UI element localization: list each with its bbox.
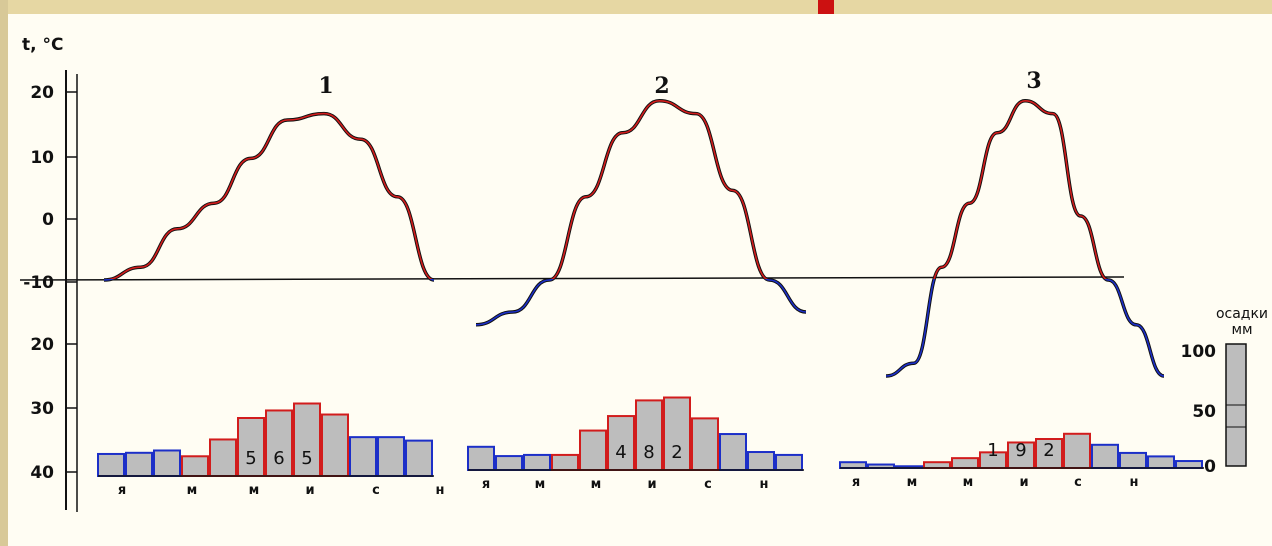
- panel-3-title: 3: [1026, 68, 1041, 94]
- precip-bar: [579, 429, 607, 471]
- month-label: и: [305, 483, 314, 498]
- precip-bar: [153, 449, 181, 478]
- annual-precip-digit: 2: [671, 442, 682, 463]
- precip-scale-unit: мм: [1231, 322, 1252, 338]
- precip-bars-3: [839, 432, 1204, 470]
- month-label: м: [591, 477, 602, 492]
- precip-bar: [495, 455, 523, 471]
- month-label: н: [436, 483, 445, 498]
- panel-2: 4 8 2 я м м и с н: [467, 99, 807, 492]
- month-label: я: [118, 483, 126, 498]
- annual-precip-digit: 9: [1015, 440, 1026, 461]
- precip-bar: [349, 436, 377, 478]
- precip-tick-50: 50: [1192, 402, 1216, 422]
- precip-bar: [237, 417, 265, 477]
- precip-bars-1: [97, 402, 434, 478]
- precip-bar: [377, 436, 405, 478]
- month-label: я: [852, 475, 860, 490]
- precip-bar: [97, 452, 125, 477]
- y-axis: t, °C 20 10 0 -10 20 30 40: [22, 35, 78, 512]
- temperature-curve-cold: [475, 279, 807, 326]
- precip-bar: [747, 451, 775, 471]
- month-label: м: [907, 475, 918, 490]
- precip-bar: [775, 453, 803, 472]
- precip-bar: [691, 417, 719, 472]
- precip-bar: [523, 453, 551, 472]
- panels: 5 6 5я м м и с н4 8 2я м м и с н1 9 2я м м и с н: [97, 99, 1204, 498]
- precip-bar: [405, 439, 433, 477]
- panel-3: 1 9 2 я м м и с н: [839, 99, 1204, 490]
- month-label: м: [535, 477, 546, 492]
- month-label: м: [187, 483, 198, 498]
- annual-precip-digit: 2: [1043, 440, 1054, 461]
- precip-bar: [951, 457, 979, 470]
- precip-bar: [1147, 455, 1175, 469]
- precip-bar: [635, 399, 663, 471]
- y-tick-label: 40: [30, 463, 54, 483]
- annual-precip-digit: 8: [643, 442, 654, 463]
- precip-scale: осадки мм 100 50 0: [1181, 306, 1269, 477]
- month-label: м: [963, 475, 974, 490]
- temperature-curve-3: [885, 99, 1165, 378]
- precip-bar: [1119, 451, 1147, 470]
- temperature-curve-2: [475, 99, 807, 327]
- precip-bar: [293, 402, 321, 477]
- precip-bar: [1175, 460, 1203, 470]
- panel-2-title: 2: [654, 73, 669, 99]
- panel-1-title: 1: [318, 73, 333, 99]
- month-label: и: [647, 477, 656, 492]
- annual-precip-digit: 6: [273, 448, 284, 469]
- temperature-curve-warm: [933, 99, 1109, 279]
- precip-tick-0: 0: [1204, 457, 1216, 477]
- y-tick-label: 0: [42, 210, 54, 230]
- annual-precip-digit: 4: [615, 442, 626, 463]
- annual-precip-digit: 5: [301, 448, 312, 469]
- precip-scale-title: осадки: [1216, 306, 1268, 322]
- annual-precip-digit: 1: [987, 440, 998, 461]
- precip-bars-2: [467, 396, 804, 472]
- y-axis-ticks: 20 10 0 -10 20 30 40: [23, 83, 77, 483]
- y-tick-label: 10: [30, 148, 54, 168]
- left-border: [0, 0, 8, 546]
- temperature-curve-cold: [885, 279, 1165, 377]
- precip-bar: [209, 438, 237, 477]
- month-label: м: [249, 483, 260, 498]
- y-tick-label: -10: [23, 273, 54, 293]
- precip-bar: [719, 433, 747, 472]
- month-label: н: [1130, 475, 1139, 490]
- annual-precip-digit: 5: [245, 448, 256, 469]
- precip-bar: [467, 445, 495, 471]
- temperature-curve-warm: [106, 112, 434, 279]
- red-marker: [818, 0, 834, 14]
- y-tick-label: 30: [30, 399, 54, 419]
- precip-bar: [551, 453, 579, 472]
- precip-bar: [839, 461, 867, 470]
- precip-bar: [125, 451, 153, 477]
- minus-ten-line: [19, 276, 1125, 281]
- month-label: н: [760, 477, 769, 492]
- precip-bar: [1091, 443, 1119, 469]
- precip-bar: [923, 461, 951, 470]
- y-tick-label: 20: [30, 335, 54, 355]
- precip-bar: [181, 455, 209, 477]
- month-label: я: [482, 477, 490, 492]
- month-label: с: [372, 483, 380, 498]
- precip-tick-100: 100: [1181, 342, 1217, 362]
- panel-1: 5 6 5 я м м и с н: [97, 111, 445, 498]
- temperature-curve-warm: [549, 99, 769, 279]
- y-axis-unit-label: t, °C: [22, 35, 63, 55]
- month-label: с: [704, 477, 712, 492]
- y-tick-label: 20: [30, 83, 54, 103]
- precip-bar: [607, 415, 635, 471]
- precip-bar: [1063, 432, 1091, 469]
- month-label: с: [1074, 475, 1082, 490]
- precip-bar: [321, 413, 349, 477]
- top-border: [0, 0, 1272, 14]
- month-label: и: [1019, 475, 1028, 490]
